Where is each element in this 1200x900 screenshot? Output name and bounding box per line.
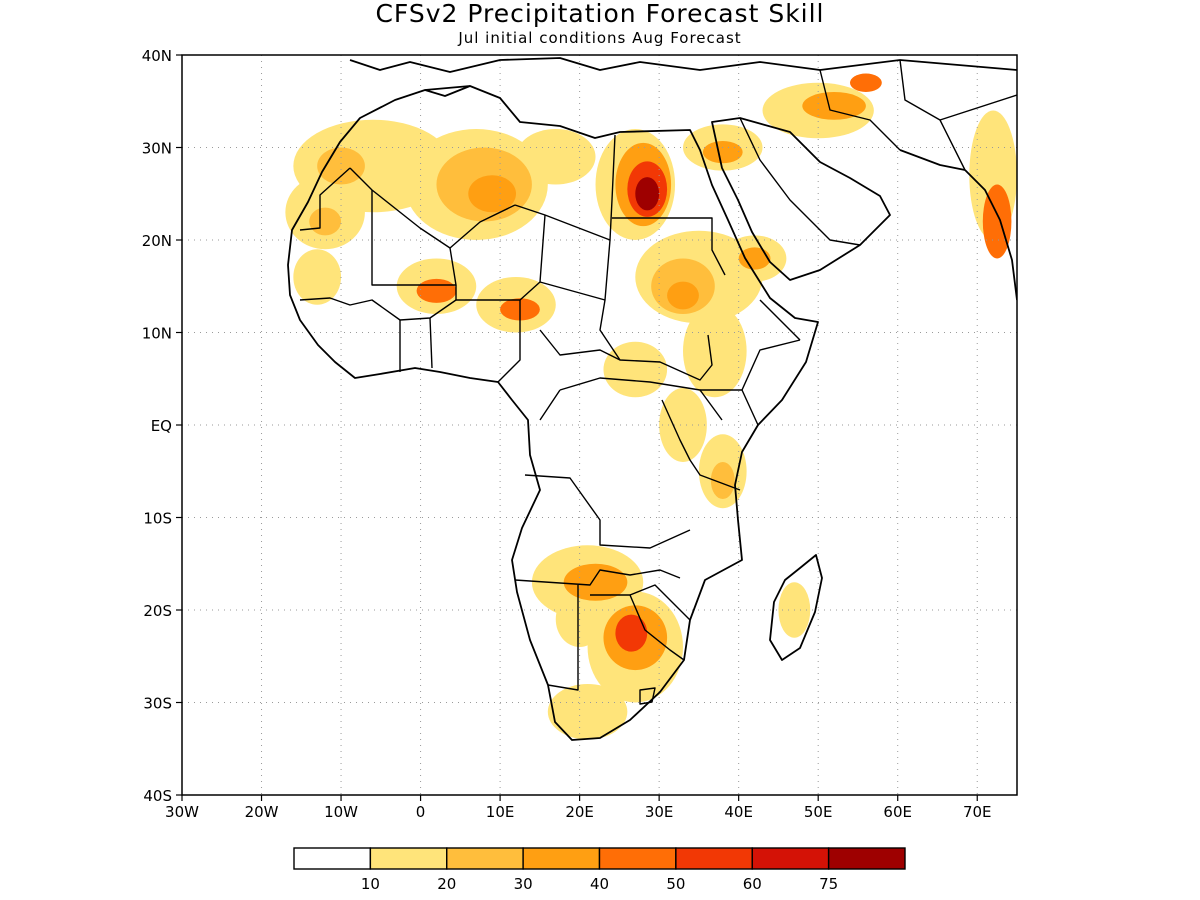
skill-region xyxy=(293,249,342,305)
india-coastline xyxy=(964,169,1017,301)
skill-region xyxy=(317,147,365,185)
skill-region xyxy=(416,278,457,303)
y-tick-label: 20S xyxy=(143,602,172,620)
colorbar-swatch xyxy=(446,847,524,870)
axes: 30W 20W 10W 0 10E 20E 30E 40E 50E 60E 70E 40N 30N 20N… xyxy=(142,47,992,821)
national-borders xyxy=(299,59,1017,705)
colorbar-label: 10 xyxy=(361,875,380,893)
skill-region xyxy=(468,175,516,213)
colorbar-swatch xyxy=(751,847,830,870)
skill-region xyxy=(603,341,668,398)
x-tick-label: 50E xyxy=(804,803,833,821)
skill-region xyxy=(516,129,596,185)
madagascar-coastline xyxy=(769,554,823,661)
skill-region xyxy=(659,388,707,462)
skill-region xyxy=(309,207,342,236)
skill-region xyxy=(683,304,747,398)
y-tick-label: 20N xyxy=(142,232,172,250)
x-tick-label: 0 xyxy=(416,803,426,821)
skill-shading xyxy=(285,73,1017,740)
y-tick-label: 10S xyxy=(143,510,172,528)
x-tick-label: 20E xyxy=(565,803,594,821)
colorbar-swatch xyxy=(598,847,677,870)
x-tick-label: 10W xyxy=(324,803,358,821)
x-tick-label: 10E xyxy=(486,803,515,821)
colorbar-label: 60 xyxy=(743,875,762,893)
colorbar-swatch xyxy=(675,847,753,870)
colorbar-label: 50 xyxy=(666,875,685,893)
colorbar-swatch xyxy=(827,847,906,870)
colorbar-swatch xyxy=(522,847,601,870)
colorbar: 10 20 30 40 50 60 75 xyxy=(293,847,906,893)
skill-region xyxy=(710,462,735,499)
colorbar-label: 40 xyxy=(590,875,609,893)
colorbar-label: 75 xyxy=(819,875,838,893)
skill-region xyxy=(850,73,882,92)
y-tick-label: 40N xyxy=(142,47,172,65)
iran-coastline xyxy=(899,149,966,171)
skill-region xyxy=(738,247,771,270)
x-tick-label: 70E xyxy=(963,803,992,821)
colorbar-label: 20 xyxy=(437,875,456,893)
colorbar-label: 30 xyxy=(514,875,533,893)
europe-coastline xyxy=(349,57,1017,73)
y-tick-label: 10N xyxy=(142,325,172,343)
skill-region xyxy=(615,614,648,652)
x-tick-label: 30W xyxy=(165,803,199,821)
x-tick-label: 20W xyxy=(245,803,279,821)
skill-region xyxy=(635,177,660,211)
colorbar-swatch xyxy=(369,847,448,870)
skill-region xyxy=(563,563,628,601)
map-title: CFSv2 Precipitation Forecast Skill xyxy=(375,0,824,28)
y-tick-label: 40S xyxy=(143,787,172,805)
y-tick-label: 30S xyxy=(143,695,172,713)
x-tick-label: 60E xyxy=(883,803,912,821)
mediterranean-south-shore xyxy=(424,85,471,97)
skill-region xyxy=(802,92,866,120)
africa-coastline xyxy=(287,85,819,741)
colorbar-swatch xyxy=(293,847,372,870)
y-tick-label: 30N xyxy=(142,140,172,158)
y-tick-label: EQ xyxy=(151,417,172,435)
x-tick-label: 40E xyxy=(724,803,753,821)
skill-region xyxy=(547,684,628,740)
coastlines-and-borders xyxy=(287,57,1017,741)
skill-region xyxy=(667,281,699,310)
x-tick-label: 30E xyxy=(645,803,674,821)
map-subtitle: Jul initial conditions Aug Forecast xyxy=(457,29,741,47)
skill-region xyxy=(702,141,743,164)
